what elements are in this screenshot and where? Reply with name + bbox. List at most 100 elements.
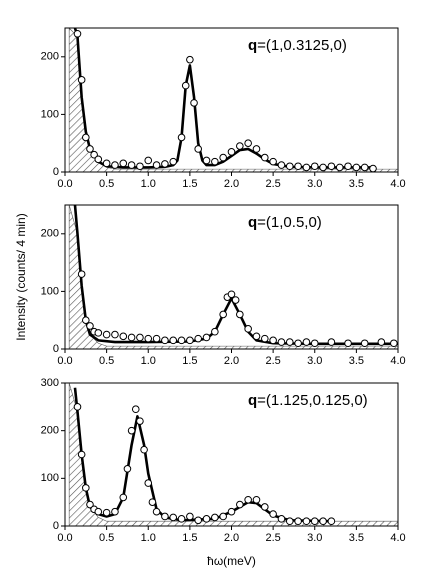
data-point (360, 339, 369, 348)
x-tick-label: 4.0 (390, 178, 405, 190)
x-tick-label: 0.0 (57, 355, 72, 367)
data-point (294, 162, 302, 171)
annotation: q=(1,0.5,0) (248, 214, 322, 231)
data-point (252, 495, 261, 504)
data-point (186, 512, 194, 521)
data-point (202, 515, 211, 523)
data-point (82, 316, 90, 325)
data-point (123, 465, 132, 473)
x-axis-label: ħω(meV) (207, 554, 256, 568)
x-tick-label: 2.0 (224, 355, 239, 367)
frame (64, 204, 399, 350)
data-point (148, 498, 157, 506)
x-tick-label: 4.0 (390, 532, 405, 544)
data-point (302, 517, 311, 526)
data-point (127, 161, 136, 169)
data-point (236, 500, 244, 509)
data-point (94, 507, 103, 516)
data-point (236, 310, 244, 319)
data-point (152, 334, 161, 343)
data-point (77, 270, 86, 278)
data-point (244, 139, 252, 147)
data-point (194, 516, 202, 525)
data-point (181, 81, 190, 90)
x-tick-label: 2.5 (265, 532, 280, 544)
plot-area (68, 205, 398, 349)
plot-area (68, 383, 398, 526)
data-point (327, 517, 336, 526)
data-point (244, 495, 252, 504)
data-point (94, 155, 103, 164)
data-point (86, 322, 94, 330)
x-tick-label: 3.5 (349, 532, 364, 544)
data-point (211, 513, 219, 522)
data-point (319, 517, 327, 526)
data-point (310, 162, 319, 171)
x-tick-label: 2.5 (265, 355, 280, 367)
data-point (77, 76, 86, 84)
data-point (302, 338, 311, 346)
x-tick-label: 0.0 (57, 178, 72, 190)
hatched-area (68, 205, 398, 349)
fit-curve (73, 205, 398, 346)
x-tick-label: 2.5 (265, 178, 280, 190)
data-point (277, 338, 286, 346)
x-tick-label: 0.5 (99, 355, 114, 367)
data-point (277, 515, 286, 523)
data-point (344, 162, 352, 171)
data-point (73, 29, 82, 38)
x-tick-label: 1.5 (182, 178, 197, 190)
y-tick-label: 100 (41, 285, 59, 297)
data-point (119, 332, 128, 341)
data-point (211, 157, 219, 166)
data-point (227, 290, 236, 299)
data-point (219, 310, 227, 319)
data-point (152, 161, 161, 169)
annotation: q=(1.125,0.125,0) (248, 392, 368, 409)
x-tick-label: 1.0 (141, 178, 156, 190)
data-point (102, 508, 111, 517)
data-point (261, 153, 269, 162)
data-point (335, 163, 344, 172)
data-point (161, 512, 169, 521)
annotation-rest: =(1,0.5,0) (257, 214, 322, 231)
data-point (261, 334, 269, 343)
data-point (140, 445, 148, 454)
data-point (90, 150, 98, 159)
data-point (82, 133, 90, 142)
y-tick-label: 200 (41, 51, 59, 63)
frame (64, 27, 399, 173)
data-point (161, 160, 169, 168)
data-point (136, 162, 144, 171)
y-tick-label: 100 (41, 108, 59, 120)
data-point (202, 333, 211, 342)
y-tick-label: 300 (41, 377, 59, 389)
data-point (319, 163, 327, 172)
data-point (86, 145, 94, 153)
x-tick-label: 1.0 (141, 355, 156, 367)
data-point (86, 500, 94, 509)
data-point (161, 336, 169, 345)
data-point (202, 156, 211, 165)
x-tick-label: 3.5 (349, 178, 364, 190)
data-point (261, 503, 269, 511)
x-tick-label: 1.5 (182, 355, 197, 367)
data-point (190, 99, 198, 107)
data-point (285, 517, 294, 526)
data-point (144, 479, 153, 487)
fit-curve (73, 387, 332, 523)
data-point (119, 159, 128, 168)
data-point (73, 403, 82, 411)
data-point (186, 336, 194, 345)
data-point (102, 159, 111, 168)
data-point (211, 327, 219, 336)
data-point (111, 330, 119, 339)
data-point (169, 513, 178, 522)
data-point (277, 161, 286, 169)
data-point (231, 296, 240, 304)
data-point (360, 163, 369, 172)
data-point (390, 339, 398, 348)
x-tick-label: 3.0 (307, 178, 322, 190)
data-point (177, 133, 186, 142)
data-point (177, 336, 186, 345)
